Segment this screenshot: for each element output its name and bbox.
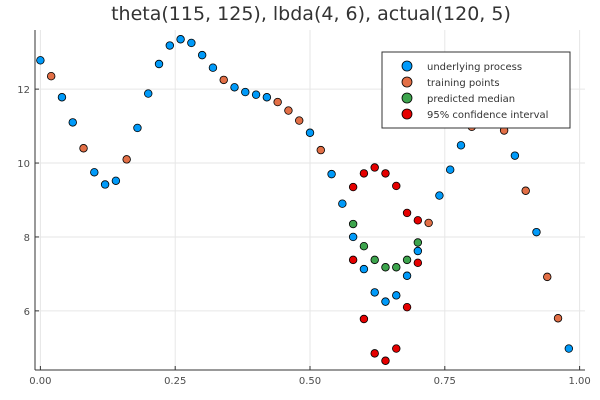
data-point bbox=[445, 165, 455, 174]
data-point bbox=[348, 182, 358, 192]
data-point bbox=[521, 186, 530, 195]
data-point bbox=[564, 344, 574, 353]
data-point bbox=[165, 41, 175, 50]
data-point bbox=[219, 75, 228, 85]
data-point bbox=[359, 314, 369, 324]
data-point bbox=[413, 258, 423, 268]
data-point bbox=[316, 145, 325, 155]
data-point bbox=[392, 344, 401, 353]
x-tick-label: 0.50 bbox=[299, 376, 321, 387]
x-tick-label: 0.25 bbox=[164, 376, 186, 387]
y-tick-label: 10 bbox=[17, 159, 30, 170]
data-point bbox=[111, 176, 121, 185]
data-point bbox=[424, 218, 433, 228]
axis-ticks: 0.00 0.25 0.50 0.75 1.00 6 8 10 12 bbox=[17, 85, 590, 387]
data-point bbox=[532, 227, 541, 237]
data-point bbox=[154, 59, 164, 69]
legend-entry-label: underlying process bbox=[427, 62, 522, 73]
data-point bbox=[402, 208, 412, 218]
legend-marker bbox=[401, 92, 413, 104]
data-point bbox=[133, 123, 142, 133]
data-point bbox=[295, 116, 304, 125]
series-3 bbox=[348, 163, 423, 365]
legend-marker bbox=[401, 108, 413, 120]
data-point bbox=[370, 349, 379, 358]
y-tick-label: 8 bbox=[24, 233, 30, 244]
x-tick-label: 1.00 bbox=[568, 376, 590, 387]
data-point bbox=[68, 118, 77, 127]
data-point bbox=[370, 163, 379, 172]
data-point bbox=[553, 314, 563, 323]
legend-marker bbox=[401, 60, 413, 72]
x-tick-label: 0.75 bbox=[434, 376, 456, 387]
y-tick-label: 12 bbox=[17, 85, 30, 96]
data-point bbox=[57, 93, 67, 102]
legend: underlying process training points predict… bbox=[381, 51, 571, 129]
data-point bbox=[402, 255, 412, 265]
data-point bbox=[348, 255, 358, 265]
legend-entry-label: training points bbox=[427, 78, 500, 89]
data-point bbox=[79, 144, 88, 153]
data-point bbox=[176, 35, 185, 44]
data-point bbox=[392, 181, 401, 191]
legend-box bbox=[381, 51, 571, 129]
data-point bbox=[510, 151, 520, 160]
data-point bbox=[262, 93, 272, 102]
data-point bbox=[348, 219, 358, 229]
data-point bbox=[435, 191, 444, 200]
data-point bbox=[413, 246, 423, 256]
data-point bbox=[241, 87, 250, 97]
data-point bbox=[230, 83, 239, 92]
legend-entry-label: predicted median bbox=[427, 94, 515, 105]
data-point bbox=[413, 216, 423, 225]
data-point bbox=[90, 168, 99, 177]
data-point bbox=[338, 199, 347, 208]
data-point bbox=[327, 169, 336, 179]
data-points bbox=[36, 35, 574, 365]
legend-entry-label: 95% confidence interval bbox=[427, 110, 548, 121]
data-point bbox=[392, 263, 401, 272]
series-1 bbox=[46, 71, 563, 323]
data-point bbox=[381, 263, 390, 272]
data-point bbox=[100, 180, 110, 189]
chart-title: theta(115, 125), lbda(4, 6), actual(120,… bbox=[111, 3, 511, 25]
data-point bbox=[402, 302, 412, 312]
data-point bbox=[402, 271, 412, 280]
data-point bbox=[359, 241, 369, 251]
data-point bbox=[273, 97, 282, 107]
data-point bbox=[348, 232, 358, 242]
data-point bbox=[144, 89, 153, 98]
data-point bbox=[543, 272, 552, 282]
data-point bbox=[413, 238, 423, 247]
data-point bbox=[46, 71, 56, 81]
data-point bbox=[370, 288, 379, 297]
data-point bbox=[208, 63, 218, 72]
data-point bbox=[36, 56, 45, 65]
legend-marker bbox=[401, 76, 413, 88]
y-tick-label: 6 bbox=[24, 307, 30, 318]
data-point bbox=[381, 297, 390, 306]
data-point bbox=[251, 90, 261, 99]
data-point bbox=[370, 255, 379, 265]
data-point bbox=[456, 141, 466, 150]
data-point bbox=[284, 106, 293, 115]
data-point bbox=[359, 264, 369, 274]
data-point bbox=[392, 291, 401, 300]
data-point bbox=[197, 50, 207, 60]
data-point bbox=[122, 155, 131, 164]
series-2 bbox=[348, 219, 423, 272]
data-point bbox=[381, 169, 390, 178]
data-point bbox=[359, 169, 369, 178]
data-point bbox=[187, 38, 196, 48]
x-tick-label: 0.00 bbox=[29, 376, 51, 387]
data-point bbox=[305, 128, 315, 137]
series-0 bbox=[36, 35, 574, 353]
data-point bbox=[381, 356, 390, 365]
